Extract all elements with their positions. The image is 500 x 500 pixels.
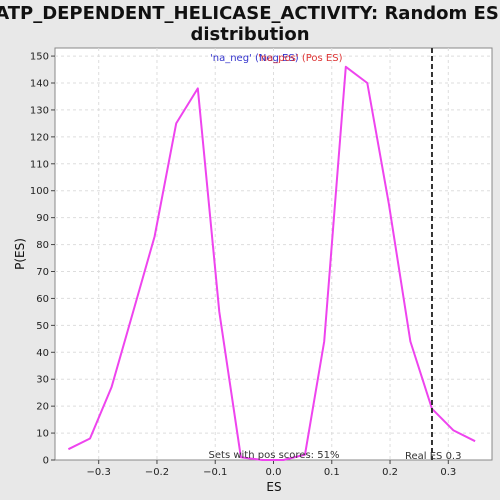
real-es-label: Real ES 0.3	[405, 451, 461, 462]
series-layer	[67, 65, 476, 461]
x-axis-label: ES	[266, 480, 281, 494]
es-distribution-line	[67, 65, 476, 461]
x-tick-label: −0.2	[145, 467, 169, 478]
x-tick-label: 0.2	[382, 467, 398, 478]
y-tick-label: 130	[30, 105, 49, 116]
y-tick-label: 40	[36, 348, 49, 359]
y-tick-label: 30	[36, 375, 49, 386]
y-tick-label: 90	[36, 213, 49, 224]
grid-layer	[55, 48, 492, 460]
y-tick-label: 0	[43, 456, 49, 467]
x-tick-label: −0.3	[87, 467, 111, 478]
chart-title-line2: distribution	[190, 24, 309, 45]
y-tick-label: 70	[36, 267, 49, 278]
y-tick-label: 20	[36, 402, 49, 413]
legend-pos-label: 'na_pos' (Pos ES)	[258, 53, 343, 64]
legend-neg-label: 'na_neg' (Neg ES)	[210, 53, 299, 64]
y-tick-label: 100	[30, 186, 49, 197]
chart-title-line1: ATP_DEPENDENT_HELICASE_ACTIVITY: Random …	[0, 3, 499, 24]
x-tick-label: −0.1	[203, 467, 227, 478]
axes-layer: 0 10 20 30 40 50 60 70 80 90 100 110 120 130 140 150 −0.…	[30, 52, 456, 478]
x-tick-label: 0.3	[440, 467, 456, 478]
y-tick-label: 120	[30, 132, 49, 143]
y-tick-label: 110	[30, 159, 49, 170]
x-tick-label: 0.0	[266, 467, 282, 478]
y-axis-label: P(ES)	[13, 238, 27, 270]
y-tick-label: 10	[36, 429, 49, 440]
x-tick-label: 0.1	[324, 467, 340, 478]
pos-score-annotation: Sets with pos scores: 51%	[209, 450, 340, 461]
y-tick-label: 60	[36, 294, 49, 305]
y-tick-label: 80	[36, 240, 49, 251]
y-tick-label: 50	[36, 321, 49, 332]
y-tick-label: 150	[30, 52, 49, 63]
y-tick-label: 140	[30, 79, 49, 90]
